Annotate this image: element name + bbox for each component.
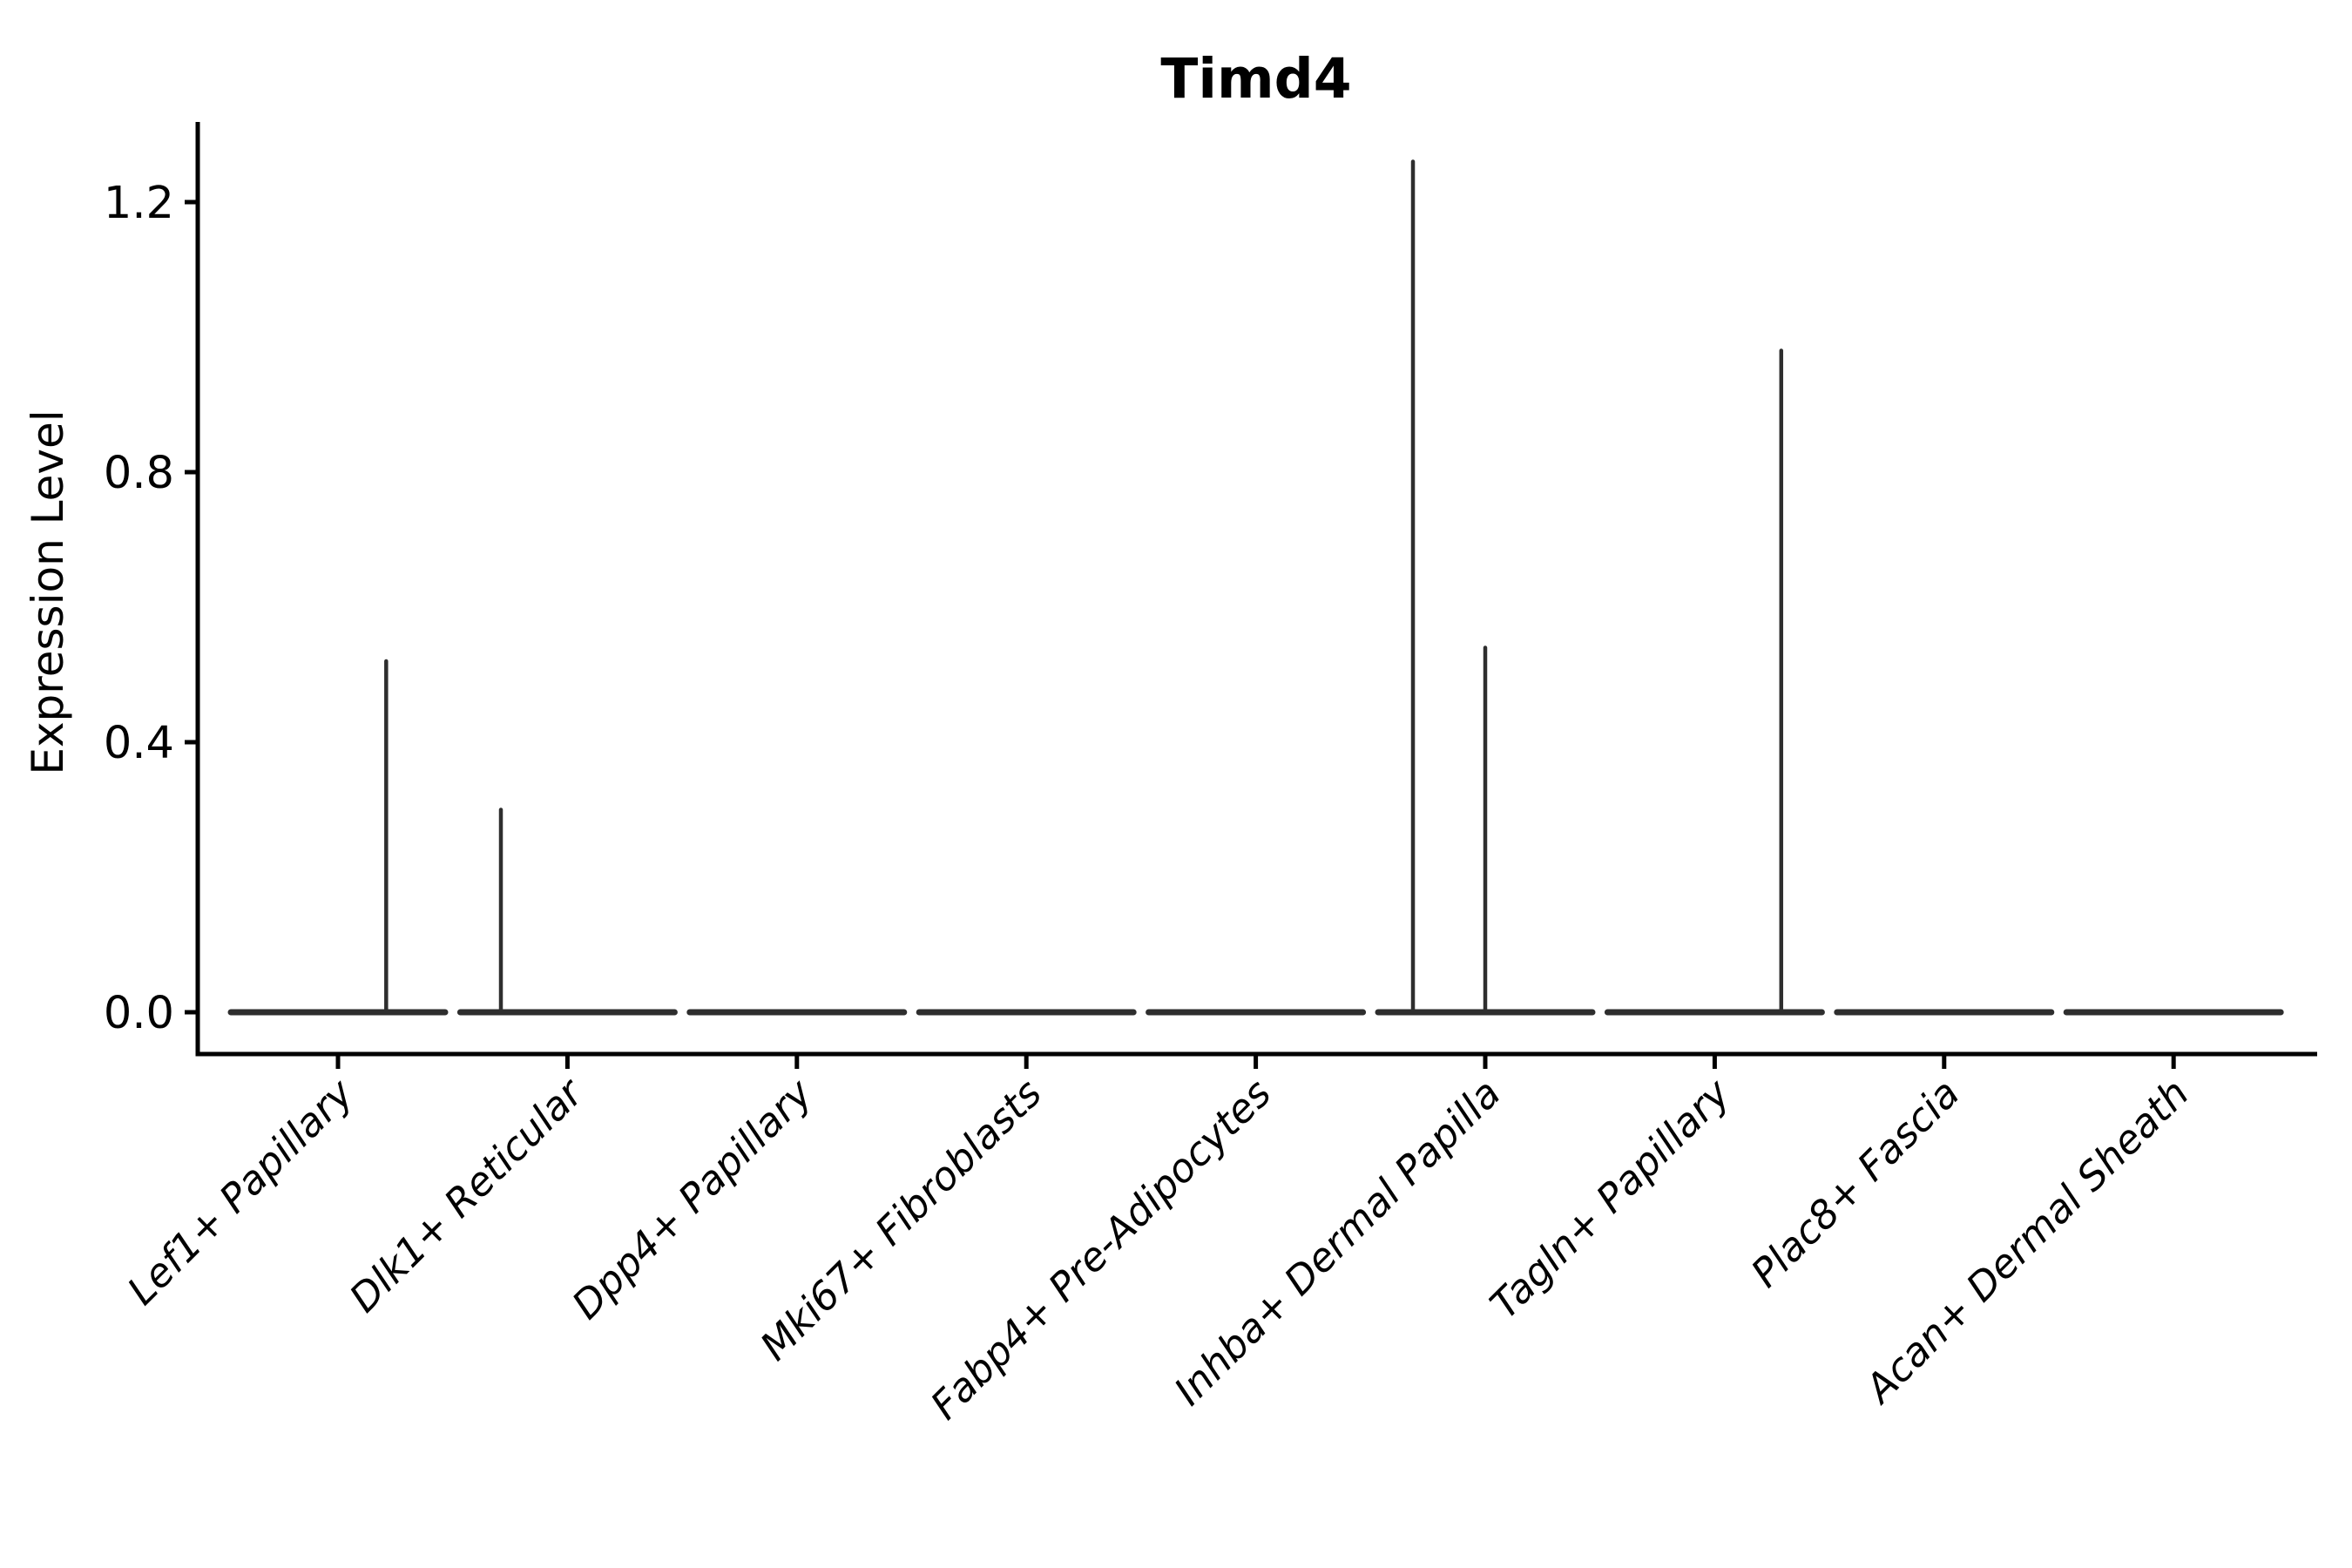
violin-6 — [1375, 159, 1596, 1016]
y-tick-label: 1.2 — [104, 178, 174, 229]
y-tick-label: 0.8 — [104, 448, 174, 499]
violin-1 — [227, 659, 449, 1016]
x-tick-label: Dpp4+ Papillary — [563, 1069, 821, 1328]
x-tick-label: Lef1+ Papillary — [118, 1069, 363, 1314]
y-axis-label: Expression Level — [23, 409, 73, 774]
y-tick-label: 0.4 — [104, 718, 174, 769]
chart-title: Timd4 — [1160, 47, 1351, 111]
x-tick-label: Dlk1+ Reticular — [341, 1069, 593, 1321]
y-tick-label: 0.0 — [104, 988, 174, 1039]
x-tick-label: Tagln+ Papillary — [1481, 1069, 1740, 1328]
violins-layer — [227, 159, 2284, 1016]
violin-2 — [456, 808, 678, 1016]
x-tick-label: Plac8+ Fascia — [1742, 1070, 1969, 1296]
violin-7 — [1604, 348, 1825, 1016]
